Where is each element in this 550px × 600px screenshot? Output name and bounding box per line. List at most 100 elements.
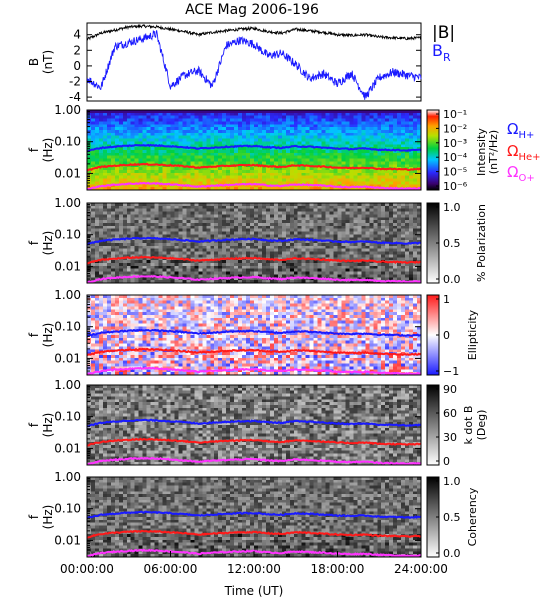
heatmap-cell: [349, 110, 354, 114]
heatmap-cell: [341, 228, 346, 232]
heatmap-cell: [238, 121, 243, 125]
heatmap-cell: [222, 297, 227, 302]
heatmap-cell: [261, 138, 267, 142]
heatmap-cell: [218, 150, 223, 154]
heatmap-cell: [206, 248, 211, 252]
heatmap-cell: [281, 158, 287, 162]
heatmap-cell: [114, 268, 120, 272]
heatmap-cell: [146, 260, 152, 264]
heatmap-cell: [254, 167, 259, 171]
heatmap-cell: [393, 175, 398, 179]
heatmap-cell: [345, 223, 350, 227]
heatmap-cell: [345, 243, 350, 247]
heatmap-cell: [409, 118, 414, 122]
heatmap-cell: [401, 170, 406, 174]
heatmap-cell: [289, 161, 295, 165]
heatmap-cell: [261, 170, 267, 174]
heatmap-cell: [130, 158, 136, 162]
heatmap-cell: [218, 243, 223, 247]
heatmap-cell: [150, 127, 155, 131]
heatmap-cell: [345, 205, 350, 210]
heatmap-cell: [194, 138, 199, 142]
heatmap-cell: [126, 121, 132, 125]
heatmap-cell: [130, 141, 136, 145]
panel-ellipticity: 1.000.100.01f (Hz)10−1: [27, 288, 459, 378]
heatmap-cell: [365, 127, 370, 131]
heatmap-cell: [345, 263, 350, 267]
heatmap-cell: [118, 225, 124, 230]
gyro-line-He_plus: [86, 162, 422, 172]
heatmap-cell: [174, 225, 179, 230]
heatmap-cell: [242, 155, 247, 159]
heatmap-cell: [110, 172, 116, 177]
heatmap-cell: [265, 237, 271, 241]
heatmap-cell: [377, 121, 382, 125]
heatmap-cell: [190, 187, 195, 191]
heatmap-cell: [94, 118, 100, 122]
heatmap-cell: [389, 130, 394, 134]
heatmap-cell: [222, 144, 227, 148]
heatmap-cell: [94, 208, 100, 212]
heatmap-cell: [417, 155, 422, 159]
heatmap-cell: [230, 220, 235, 224]
heatmap-cell: [405, 240, 410, 244]
heatmap-cell: [170, 240, 175, 244]
heatmap-cell: [385, 147, 390, 151]
heatmap-cell: [321, 112, 326, 117]
heatmap-cell: [377, 141, 382, 145]
heatmap-cell: [365, 187, 370, 191]
heatmap-cell: [178, 260, 183, 264]
heatmap-cell: [130, 121, 136, 125]
heatmap-cell: [277, 223, 283, 227]
heatmap-cell: [122, 127, 128, 131]
heatmap-cell: [289, 231, 295, 235]
heatmap-cell: [313, 205, 319, 210]
heatmap-cell: [357, 225, 362, 230]
heatmap-cell: [106, 155, 112, 159]
heatmap-cell: [345, 260, 350, 264]
heatmap-cell: [285, 155, 291, 159]
heatmap-cell: [246, 121, 251, 125]
heatmap-cell: [138, 280, 144, 284]
heatmap-cell: [106, 263, 112, 267]
heatmap-cell: [413, 208, 418, 212]
heatmap-cell: [369, 268, 374, 272]
heatmap-cell: [317, 121, 322, 125]
heatmap-cell: [341, 225, 346, 230]
heatmap-cell: [250, 214, 255, 218]
heatmap-cell: [87, 158, 92, 162]
heatmap-cell: [218, 231, 223, 235]
heatmap-cell: [353, 228, 358, 232]
heatmap-cell: [385, 141, 390, 145]
heatmap-cell: [285, 234, 291, 238]
colorbar-tick-label: 0.5: [443, 237, 461, 250]
heatmap-cell: [289, 297, 295, 302]
heatmap-cell: [110, 203, 116, 207]
heatmap-cell: [222, 161, 227, 165]
heatmap-cell: [357, 124, 362, 128]
heatmap-cell: [361, 295, 366, 299]
heatmap-cell: [222, 295, 227, 299]
heatmap-cell: [174, 155, 179, 159]
heatmap-cell: [206, 295, 211, 299]
heatmap-cell: [409, 263, 414, 267]
heatmap-cell: [94, 172, 100, 177]
heatmap-cell: [385, 234, 390, 238]
heatmap-cell: [238, 181, 243, 185]
heatmap-cell: [122, 172, 128, 177]
heatmap-cell: [122, 135, 128, 139]
heatmap-cell: [309, 231, 315, 235]
heatmap-cell: [134, 263, 140, 267]
heatmap-cell: [90, 257, 96, 261]
heatmap-cell: [178, 297, 183, 302]
heatmap-cell: [142, 211, 148, 215]
heatmap-cell: [126, 175, 132, 179]
heatmap-cell: [114, 228, 120, 232]
heatmap-cell: [98, 217, 104, 221]
heatmap-cell: [405, 248, 410, 252]
heatmap-cell: [405, 265, 410, 270]
heatmap-cell: [369, 135, 374, 139]
heatmap-cell: [345, 214, 350, 218]
heatmap-cell: [349, 295, 354, 299]
heatmap-cell: [401, 243, 406, 247]
